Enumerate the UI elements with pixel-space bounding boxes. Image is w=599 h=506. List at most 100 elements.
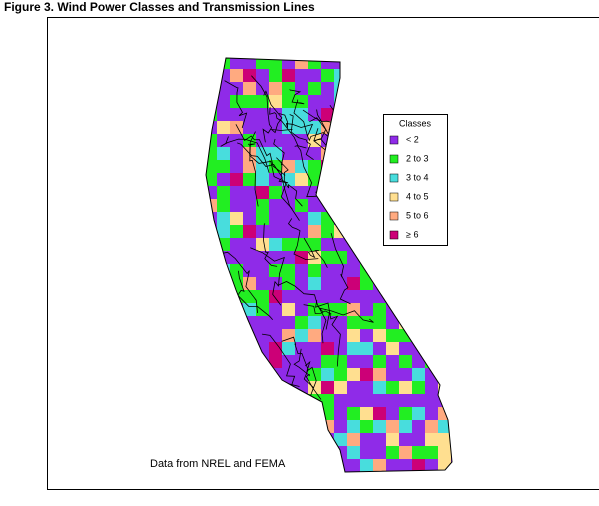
grid-cell — [386, 407, 399, 420]
grid-cell — [295, 264, 308, 277]
grid-cell — [206, 238, 217, 251]
grid-cell — [256, 108, 269, 121]
grid-cell — [451, 303, 452, 316]
grid-cell — [321, 459, 334, 472]
transmission-line — [276, 157, 303, 207]
grid-cell — [243, 277, 256, 290]
grid-cell — [386, 342, 399, 355]
grid-cell — [243, 303, 256, 316]
grid-cell — [206, 121, 217, 134]
grid-cell — [256, 134, 269, 147]
grid-cell — [334, 433, 347, 446]
transmission-line — [249, 131, 293, 210]
grid-cell — [256, 472, 269, 485]
grid-cell — [438, 446, 451, 459]
grid-cell — [334, 251, 347, 264]
grid-cell — [243, 290, 256, 303]
legend-label: < 2 — [406, 134, 419, 144]
grid-cell — [321, 368, 334, 381]
grid-cell — [425, 459, 438, 472]
grid-cell — [308, 225, 321, 238]
grid-cell — [243, 420, 256, 433]
grid-cell — [243, 394, 256, 407]
grid-cell — [347, 212, 360, 225]
grid-cell — [282, 212, 295, 225]
grid-cell — [230, 264, 243, 277]
grid-cell — [282, 394, 295, 407]
transmission-line — [315, 300, 341, 367]
grid-cell — [206, 420, 217, 433]
grid-cell — [451, 186, 452, 199]
grid-cell — [321, 342, 334, 355]
grid-cell — [269, 264, 282, 277]
grid-cell — [282, 277, 295, 290]
grid-cell — [373, 433, 386, 446]
grid-cell — [438, 69, 451, 82]
grid-cell — [451, 69, 452, 82]
grid-cell — [282, 381, 295, 394]
legend-label: 4 to 5 — [406, 191, 429, 201]
grid-cell — [243, 225, 256, 238]
grid-cell — [386, 251, 399, 264]
grid-cell — [282, 186, 295, 199]
grid-cell — [295, 433, 308, 446]
grid-cell — [347, 134, 360, 147]
grid-cell — [360, 199, 373, 212]
grid-cell — [412, 446, 425, 459]
grid-cell — [334, 212, 347, 225]
grid-cell — [269, 329, 282, 342]
grid-cell — [206, 290, 217, 303]
grid-cell — [412, 82, 425, 95]
grid-cell — [321, 290, 334, 303]
grid-cell — [282, 342, 295, 355]
grid-cell — [295, 303, 308, 316]
grid-cell — [438, 82, 451, 95]
grid-cell — [295, 446, 308, 459]
grid-cell — [282, 95, 295, 108]
grid-cell — [334, 472, 347, 485]
grid-cell — [373, 342, 386, 355]
grid-cell — [256, 95, 269, 108]
grid-cell — [360, 394, 373, 407]
grid-cell — [230, 58, 243, 69]
grid-cell — [230, 147, 243, 160]
grid-cell — [321, 58, 334, 69]
grid-cell — [347, 160, 360, 173]
grid-cell — [295, 472, 308, 485]
grid-cell — [217, 134, 230, 147]
grid-cell — [334, 290, 347, 303]
grid-cell — [373, 446, 386, 459]
grid-cell — [347, 147, 360, 160]
grid-cell — [347, 290, 360, 303]
grid-cell — [373, 381, 386, 394]
grid-cell — [386, 329, 399, 342]
grid-cell — [373, 394, 386, 407]
grid-cell — [386, 459, 399, 472]
grid-cell — [451, 95, 452, 108]
grid-cell — [256, 316, 269, 329]
grid-cell — [282, 147, 295, 160]
grid-cell — [308, 58, 321, 69]
grid-cell — [256, 264, 269, 277]
grid-cell — [217, 394, 230, 407]
grid-cell — [243, 381, 256, 394]
grid-cell — [243, 472, 256, 485]
grid-cell — [308, 277, 321, 290]
grid-cell — [282, 420, 295, 433]
grid-cell — [425, 342, 438, 355]
grid-cell — [256, 225, 269, 238]
grid-cell — [451, 446, 452, 459]
transmission-line — [328, 128, 365, 184]
grid-cell — [347, 303, 360, 316]
grid-cell — [230, 394, 243, 407]
grid-cell — [217, 407, 230, 420]
grid-cell — [206, 147, 217, 160]
grid-cell — [204, 472, 217, 485]
grid-cell — [308, 355, 321, 368]
grid-cell — [360, 69, 373, 82]
grid-cell — [269, 303, 282, 316]
grid-cell — [425, 277, 438, 290]
grid-cell — [451, 342, 452, 355]
grid-cell — [321, 147, 334, 160]
grid-cell — [334, 355, 347, 368]
